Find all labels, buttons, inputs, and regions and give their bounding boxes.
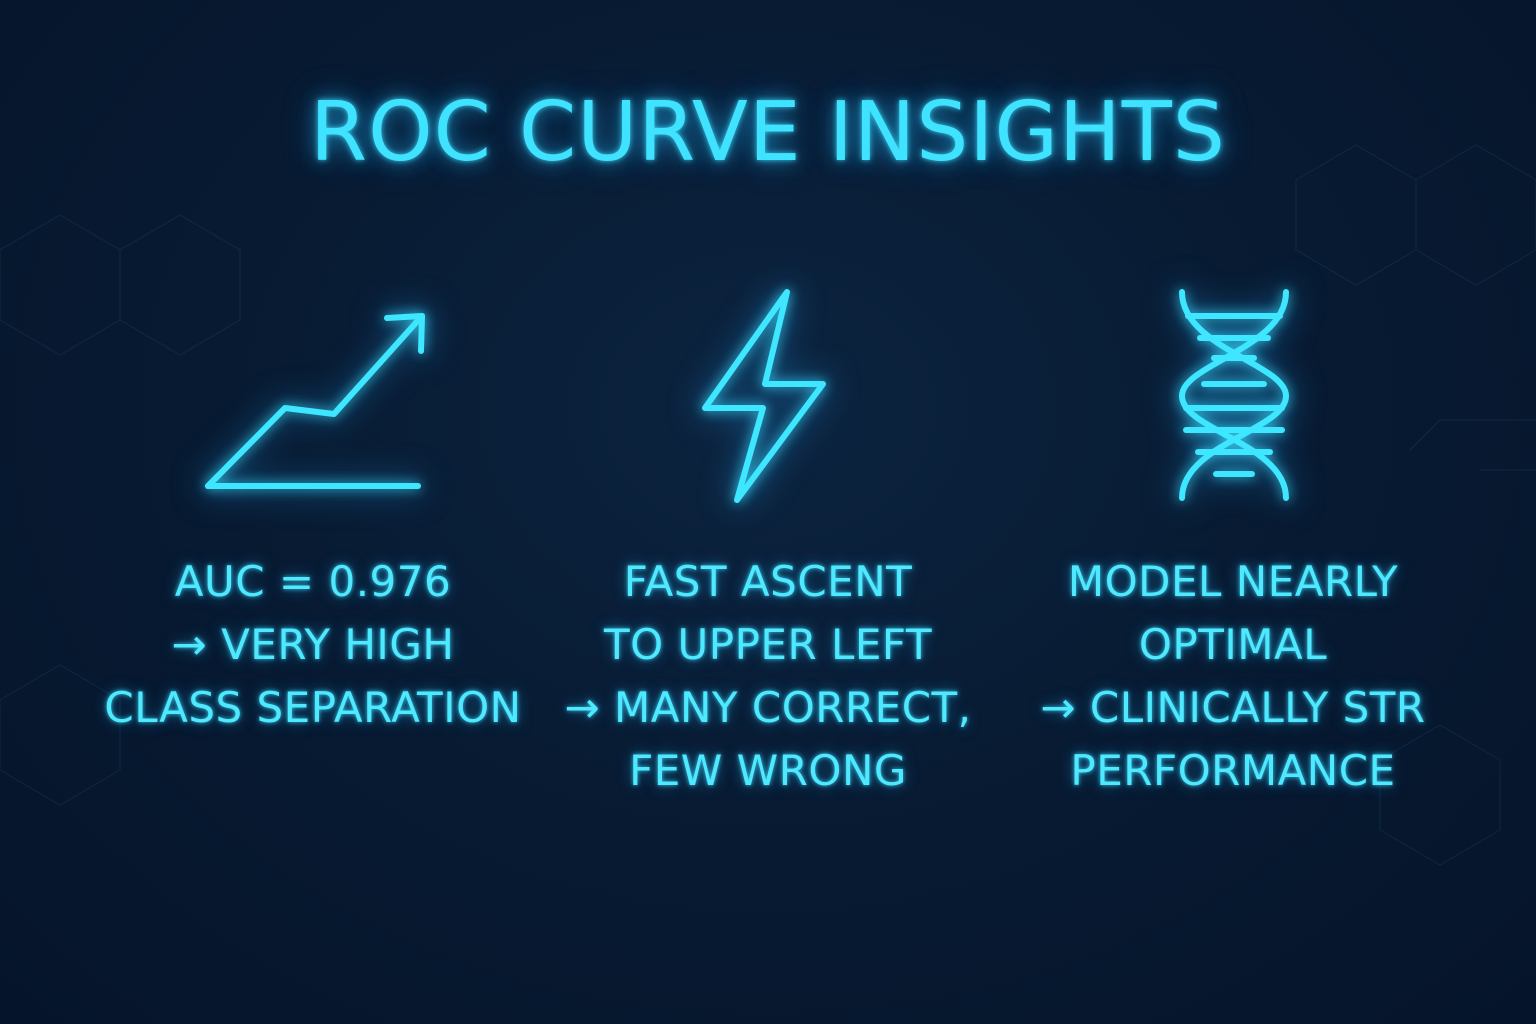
caption-line: → MANY CORRECT, [564,683,972,732]
insight-caption: AUC = 0.976 → VERY HIGH CLASS SEPARATION [83,550,543,739]
caption-line: PERFORMANCE [1070,746,1396,795]
trend-arrow-icon [205,313,425,489]
caption-line: OPTIMAL [1138,620,1328,669]
caption-line: AUC = 0.976 [174,557,452,606]
insight-caption: FAST ASCENT TO UPPER LEFT → MANY CORRECT… [538,550,998,802]
caption-line: CLASS SEPARATION [104,683,522,732]
insight-card-model: MODEL NEARLY OPTIMAL → CLINICALLY STR PE… [1003,280,1463,820]
caption-line: → VERY HIGH [171,620,455,669]
lightning-bolt-icon [702,289,826,503]
caption-line: TO UPPER LEFT [603,620,933,669]
insight-card-ascent: FAST ASCENT TO UPPER LEFT → MANY CORRECT… [538,280,998,820]
page-title: ROC CURVE INSIGHTS [310,85,1226,180]
caption-line: FEW WRONG [629,746,907,795]
caption-line: → CLINICALLY STR [1040,683,1426,732]
caption-line: FAST ASCENT [623,557,913,606]
dna-helix-icon [1179,289,1289,501]
insight-caption: MODEL NEARLY OPTIMAL → CLINICALLY STR PE… [1003,550,1463,802]
caption-line: MODEL NEARLY [1067,557,1399,606]
insight-card-auc: AUC = 0.976 → VERY HIGH CLASS SEPARATION [83,280,543,820]
